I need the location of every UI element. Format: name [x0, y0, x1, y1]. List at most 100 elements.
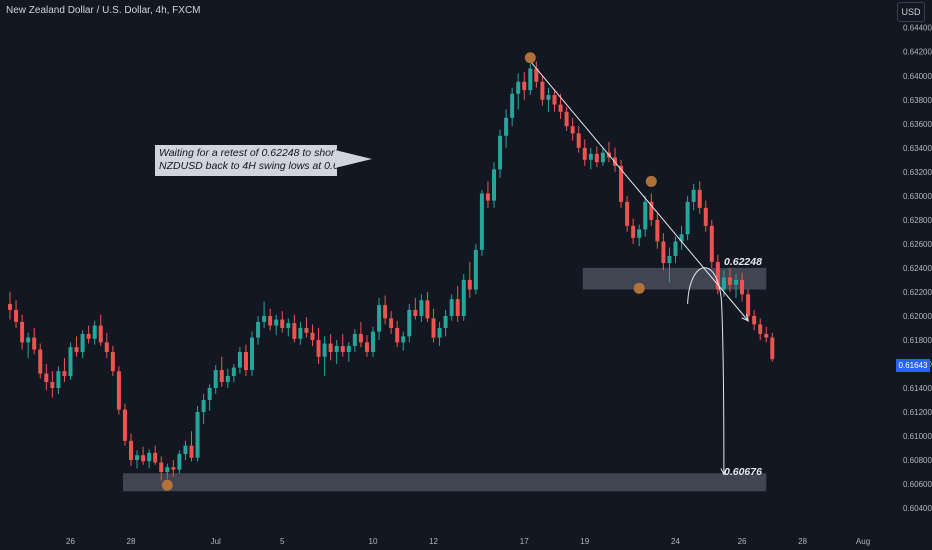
candle-body [371, 331, 375, 352]
candle-body [727, 277, 732, 285]
candle [691, 183, 696, 211]
candle [98, 314, 103, 346]
candle-body [298, 327, 303, 339]
price-axis[interactable]: 0.60400 0.60600 0.60800 0.61000 0.61200 0.614… [890, 0, 932, 550]
candle [243, 344, 248, 376]
candle-body [250, 337, 254, 370]
candle [764, 326, 769, 343]
callout-line-2: NZDUSD back to 4H swing lows at 0.60676 [159, 160, 363, 172]
currency-button[interactable]: USD [897, 2, 925, 22]
candle-body [709, 225, 714, 262]
candle [619, 159, 624, 208]
time-axis[interactable]: 26 28 Jul 5 10 12 17 19 24 26 28 Aug [66, 537, 870, 546]
candle [171, 460, 176, 477]
candle [679, 225, 684, 250]
candle [304, 317, 309, 338]
candle-body [352, 333, 357, 346]
candle [122, 403, 127, 446]
time-tick-label: Aug [856, 537, 870, 546]
candle [540, 75, 545, 106]
candle-body [504, 117, 509, 136]
candle [510, 87, 515, 127]
candle [685, 195, 690, 241]
candle-body [316, 339, 321, 357]
time-tick-label: 19 [580, 537, 589, 546]
support-zone[interactable] [122, 473, 767, 492]
candle-body [80, 333, 85, 352]
price-tick-label: 0.64000 [903, 72, 932, 81]
candle [153, 445, 158, 465]
candle [600, 147, 605, 166]
candle-body [219, 369, 224, 382]
swing-point-marker[interactable] [524, 52, 536, 64]
candle-body [643, 201, 648, 230]
candle-body [455, 299, 460, 316]
swing-point-marker[interactable] [645, 175, 657, 187]
candle [346, 342, 351, 362]
candle-body [322, 343, 327, 357]
candle-body [395, 327, 400, 343]
candle-body [576, 133, 581, 148]
candle [703, 200, 708, 232]
candle-body [619, 165, 624, 202]
candle-body [68, 347, 73, 376]
swing-point-marker[interactable] [161, 479, 173, 491]
candle [534, 61, 539, 88]
price-tick-label: 0.61000 [903, 432, 932, 441]
candle-body [461, 279, 466, 316]
candle-body [304, 327, 309, 333]
candle-body [546, 94, 551, 100]
candle-body [582, 147, 587, 160]
candle-body [467, 279, 472, 290]
candle-body [62, 371, 67, 376]
candle-body [38, 349, 43, 374]
candle-body [558, 104, 563, 112]
candle [183, 440, 188, 461]
candle-body [171, 467, 176, 470]
candle [479, 189, 484, 256]
candle-body [564, 111, 569, 127]
candle-body [340, 345, 345, 352]
candle-body [98, 325, 103, 343]
swing-point-marker[interactable] [633, 282, 645, 294]
candle [86, 325, 91, 344]
price-tick-label: 0.63200 [903, 168, 932, 177]
candle-body [44, 373, 49, 382]
candle-body [534, 68, 539, 82]
price-tick-label: 0.63800 [903, 96, 932, 105]
candle-body [183, 445, 188, 455]
candle-body [110, 351, 115, 372]
candle [177, 450, 182, 474]
candle [637, 224, 642, 247]
projection-path[interactable] [687, 267, 725, 475]
candle [110, 345, 115, 376]
price-tick-label: 0.60400 [903, 504, 932, 513]
candle-body [50, 381, 55, 388]
candle [752, 309, 757, 331]
candle [364, 335, 369, 357]
projection-arrowhead [720, 468, 728, 476]
candle-body [286, 323, 291, 328]
candle-body [92, 325, 97, 339]
candle-body [26, 337, 31, 343]
candle-body [697, 189, 702, 208]
time-tick-label: 5 [280, 537, 285, 546]
candle [389, 311, 394, 334]
candle-body [195, 412, 200, 458]
candle [328, 333, 333, 361]
price-tick-label: 0.61800 [903, 336, 932, 345]
candle-body [135, 455, 140, 461]
downtrend-line[interactable] [529, 61, 749, 322]
candle-body [443, 315, 448, 328]
candle-body [8, 303, 12, 310]
candle [358, 321, 363, 348]
candle [661, 233, 666, 271]
candle-body [522, 81, 527, 91]
candle-body [667, 255, 672, 264]
resistance-zone[interactable] [582, 267, 767, 290]
candle [14, 300, 19, 328]
candle-body [437, 327, 442, 338]
time-tick-label: 17 [520, 537, 529, 546]
price-tick-label: 0.64200 [903, 48, 932, 57]
